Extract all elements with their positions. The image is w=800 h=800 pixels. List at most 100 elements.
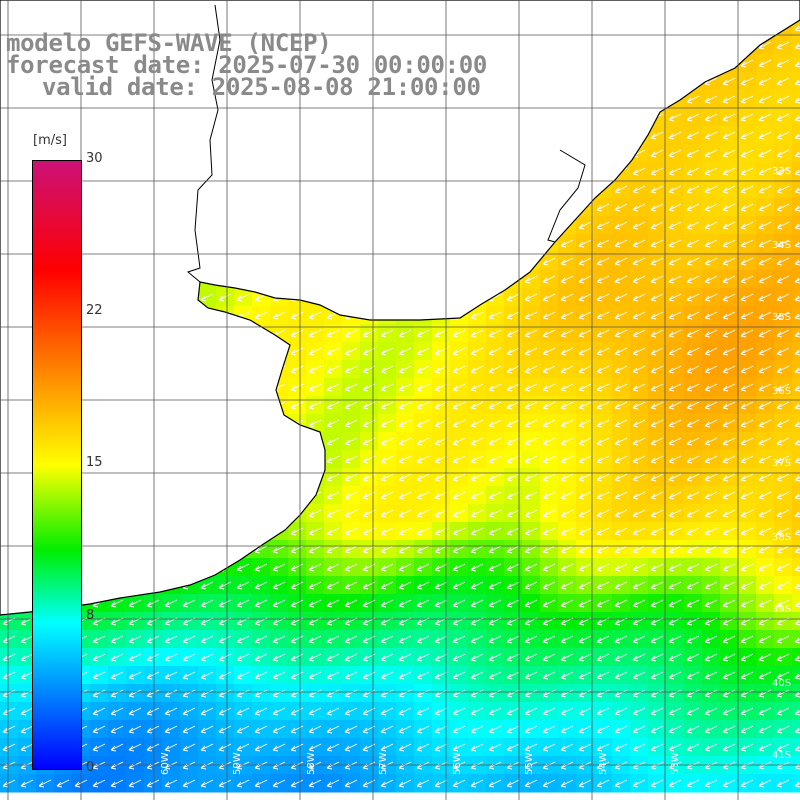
wind-arrow [794, 637, 800, 644]
wind-arrow [272, 653, 286, 662]
wind-arrow [650, 383, 664, 392]
wind-arrow [758, 473, 772, 482]
wind-arrow [668, 599, 682, 608]
wind-arrow [506, 365, 520, 374]
wind-arrow [218, 293, 232, 302]
wind-arrow [560, 311, 574, 320]
wind-arrow [506, 581, 520, 590]
wind-arrow [470, 689, 484, 698]
wind-arrow [524, 653, 538, 662]
wind-arrow [650, 329, 664, 338]
wind-arrow [488, 419, 502, 428]
wind-arrow [542, 689, 556, 698]
wind-arrow [794, 313, 800, 320]
wind-arrow [704, 671, 718, 680]
wind-arrow [668, 635, 682, 644]
wind-arrow [740, 311, 754, 320]
wind-arrow [560, 491, 574, 500]
wind-arrow [524, 581, 538, 590]
wind-arrow [740, 779, 754, 788]
wind-arrow [632, 725, 646, 734]
wind-arrow [776, 41, 790, 50]
wind-arrow [218, 707, 232, 716]
field-cell [792, 18, 800, 37]
wind-arrow [236, 293, 250, 302]
wind-arrow [182, 779, 196, 788]
wind-arrow [470, 581, 484, 590]
wind-arrow [326, 527, 340, 536]
wind-arrow [506, 707, 520, 716]
wind-arrow [686, 455, 700, 464]
wind-arrow [290, 347, 304, 356]
wind-arrow [776, 563, 790, 572]
wind-arrow [650, 221, 664, 230]
wind-arrow [686, 95, 700, 104]
wind-arrow [290, 401, 304, 410]
wind-arrow [452, 401, 466, 410]
wind-arrow [722, 185, 736, 194]
wind-arrow [668, 131, 682, 140]
wind-arrow [92, 671, 106, 680]
wind-arrow [380, 437, 394, 446]
wind-arrow [596, 581, 610, 590]
wind-arrow [308, 419, 322, 428]
wind-arrow [758, 437, 772, 446]
wind-arrow [632, 383, 646, 392]
wind-arrow [794, 385, 800, 392]
wind-arrow [524, 671, 538, 680]
wind-arrow [470, 707, 484, 716]
wind-arrow [596, 365, 610, 374]
wind-arrow [560, 581, 574, 590]
wind-arrow [668, 257, 682, 266]
wind-arrow [740, 347, 754, 356]
wind-arrow [254, 563, 268, 572]
wind-arrow [398, 671, 412, 680]
wind-arrow [326, 599, 340, 608]
wind-arrow [92, 725, 106, 734]
wind-arrow [794, 601, 800, 608]
wind-arrow [632, 311, 646, 320]
wind-arrow [524, 509, 538, 518]
wind-arrow [668, 473, 682, 482]
wind-arrow [416, 347, 430, 356]
wind-arrow [722, 401, 736, 410]
wind-arrow [614, 545, 628, 554]
wind-arrow [344, 707, 358, 716]
wind-arrow [596, 347, 610, 356]
wind-arrow [290, 671, 304, 680]
wind-arrow [254, 689, 268, 698]
lat-label: 38S [772, 532, 792, 543]
wind-arrow [632, 563, 646, 572]
wind-arrow [2, 635, 16, 644]
wind-arrow [578, 329, 592, 338]
wind-arrow [416, 563, 430, 572]
lon-label: 60W [160, 752, 171, 775]
wind-arrow [596, 725, 610, 734]
wind-arrow [614, 707, 628, 716]
wind-arrow [722, 653, 736, 662]
wind-arrow [686, 653, 700, 662]
wind-arrow [506, 635, 520, 644]
wind-arrow [398, 725, 412, 734]
wind-arrow [236, 707, 250, 716]
wind-arrow [596, 311, 610, 320]
wind-arrow [110, 689, 124, 698]
wind-arrow [776, 77, 790, 86]
wind-arrow [110, 635, 124, 644]
wind-arrow [254, 725, 268, 734]
wind-arrow [794, 547, 800, 554]
wind-arrow [434, 563, 448, 572]
wind-arrow [2, 707, 16, 716]
wind-arrow [470, 329, 484, 338]
wind-arrow [20, 653, 34, 662]
wind-arrow [614, 779, 628, 788]
wind-arrow [434, 635, 448, 644]
lat-label: 39S [772, 604, 792, 615]
wind-arrow [740, 329, 754, 338]
wind-arrow [164, 725, 178, 734]
wind-arrow [722, 257, 736, 266]
wind-arrow [488, 329, 502, 338]
wind-arrow [722, 203, 736, 212]
wind-arrow [704, 563, 718, 572]
wind-arrow [632, 743, 646, 752]
